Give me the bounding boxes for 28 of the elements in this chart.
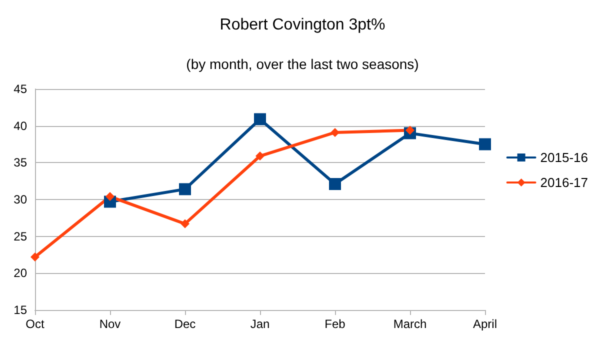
point [106,192,114,202]
y-tick-label: 20 [14,266,28,280]
y-tick-label: 40 [14,118,28,133]
x-tick-label: March [393,317,427,331]
point [254,113,266,126]
x-tick-label: Feb [324,317,346,331]
y-tick-label: 35 [14,156,28,170]
point [406,126,414,135]
chart-title: Robert Covington 3pt% [220,16,386,34]
legend-label: 2015-16 [540,150,588,165]
y-tick-label: 30 [14,192,28,206]
point [329,178,341,190]
x-tick-label: Jan [250,317,270,331]
point [256,152,264,161]
x-tick-label: April [472,317,498,331]
point [179,183,191,196]
point [30,252,40,262]
chart-subtitle: (by month, over the last two seasons) [186,56,419,72]
y-tick-label: 15 [14,303,28,317]
x-tick-label: Nov [99,317,121,331]
x-tick-label: Dec [174,317,196,331]
point [180,219,190,228]
y-tick-label: 25 [14,229,28,244]
point [479,138,491,150]
point [330,128,340,137]
y-tick-label: 45 [14,82,28,96]
legend-label: 2016-17 [540,175,588,190]
x-tick-label: Oct [26,317,45,331]
